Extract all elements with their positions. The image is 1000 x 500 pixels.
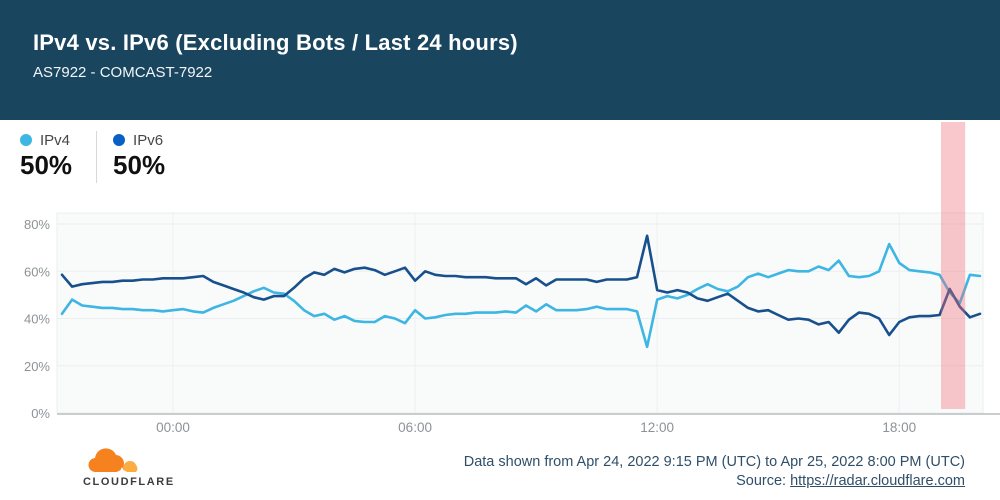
source-label: Source: — [736, 473, 791, 490]
legend-label-ipv6: IPv6 — [133, 131, 164, 149]
x-tick-label: 12:00 — [640, 420, 674, 435]
cloudflare-logo: CLOUDFLARE — [83, 443, 173, 489]
legend-divider — [96, 131, 98, 183]
y-tick-label: 0% — [31, 406, 50, 421]
series-line-ipv6 — [60, 234, 982, 337]
plot-area[interactable] — [56, 212, 984, 414]
legend: IPv4 50% IPv6 50% — [18, 131, 167, 187]
legend-value-ipv4: 50% — [20, 150, 73, 180]
ipv6-dot-icon — [113, 134, 126, 146]
footer-attribution: Data shown from Apr 24, 2022 9:15 PM (UT… — [265, 453, 965, 491]
legend-item-ipv6[interactable]: IPv6 50% — [111, 131, 167, 178]
source-link[interactable]: https://radar.cloudflare.com — [790, 473, 965, 490]
data-range-text: Data shown from Apr 24, 2022 9:15 PM (UT… — [463, 454, 965, 470]
series-line-ipv4 — [60, 242, 982, 349]
page-title: IPv4 vs. IPv6 (Excluding Bots / Last 24 … — [33, 30, 518, 55]
ipv4-dot-icon — [20, 134, 32, 146]
y-tick-label: 40% — [24, 312, 50, 327]
x-tick-label: 00:00 — [156, 420, 190, 435]
page-subtitle: AS7922 - COMCAST-7922 — [33, 64, 213, 81]
y-tick-label: 80% — [24, 217, 50, 232]
y-tick-label: 60% — [24, 264, 50, 279]
cloudflare-wordmark: CLOUDFLARE — [83, 476, 175, 488]
y-tick-label: 20% — [24, 359, 50, 374]
header: IPv4 vs. IPv6 (Excluding Bots / Last 24 … — [0, 0, 1000, 120]
legend-label-ipv4: IPv4 — [40, 131, 71, 149]
x-tick-label: 06:00 — [398, 420, 432, 435]
legend-value-ipv6: 50% — [113, 150, 166, 180]
highlight-band — [940, 122, 966, 409]
source-line: Source: https://radar.cloudflare.com — [265, 472, 965, 491]
x-tick-label: 18:00 — [882, 420, 916, 435]
cloudflare-cloud-icon — [88, 448, 138, 477]
legend-item-ipv4[interactable]: IPv4 50% — [18, 131, 74, 178]
